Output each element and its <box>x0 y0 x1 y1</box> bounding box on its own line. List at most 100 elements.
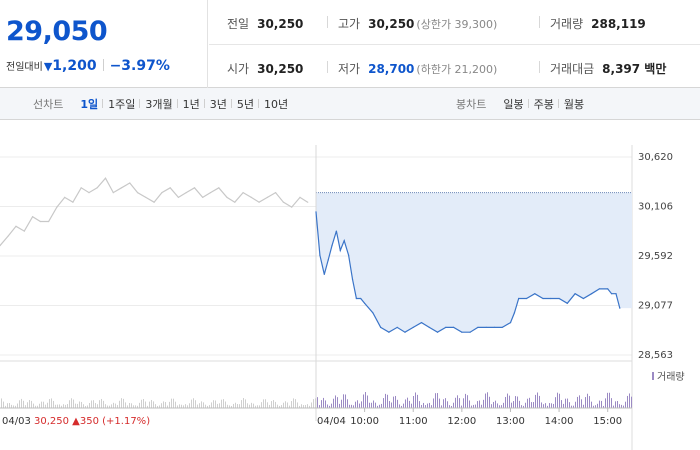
volume-bar <box>531 402 532 408</box>
volume-bar <box>507 393 508 408</box>
volume-bar <box>157 405 158 408</box>
volume-bar <box>615 401 616 408</box>
volume-bar <box>453 402 454 408</box>
volume-bar <box>559 393 560 408</box>
volume-bar <box>13 405 14 408</box>
y-tick-label: 29,077 <box>638 301 673 312</box>
price-point <box>335 230 337 232</box>
volume-bar <box>449 405 450 408</box>
change-label: 전일대비 <box>6 62 43 73</box>
candle-chart-periods: 봉차트 일봉 주봉 월봉 <box>456 88 589 120</box>
volume-bar <box>19 400 20 408</box>
price-point <box>226 196 228 198</box>
volume-bar <box>533 402 534 408</box>
volume-bar <box>285 401 286 408</box>
volume-bar <box>165 402 166 408</box>
volume-bar <box>561 400 562 408</box>
volume-bar <box>551 403 552 408</box>
period-1y[interactable]: 1년 <box>176 96 205 112</box>
volume-bar <box>519 400 520 408</box>
price-point <box>445 326 447 328</box>
candle-monthly[interactable]: 월봉 <box>557 96 589 112</box>
price-point <box>412 326 414 328</box>
volume-bar <box>281 405 282 408</box>
volume-bar <box>15 405 16 408</box>
volume-bar <box>567 398 568 408</box>
volume-bar <box>265 399 266 408</box>
volume-bar <box>463 398 464 408</box>
volume-bar <box>83 404 84 408</box>
volume-bar <box>423 402 424 408</box>
price-point <box>339 249 341 251</box>
volume-bar <box>243 398 244 408</box>
volume-bar <box>357 400 358 408</box>
period-5y[interactable]: 5년 <box>230 96 259 112</box>
volume-bar <box>139 402 140 408</box>
volume-bar <box>349 404 350 408</box>
chart-canvas[interactable]: 30,620 30,106 29,592 29,077 28,563 거래량 04/03 04… <box>0 121 700 450</box>
candle-chart-label: 봉차트 <box>456 98 487 111</box>
volume-bar <box>455 397 456 408</box>
volume-bar <box>23 400 24 408</box>
volume-bar <box>289 405 290 408</box>
stock-summary-panel: 29,050 전일대비▼1,200 −3.97% 전일 30,250 고가 30,25… <box>0 0 700 88</box>
volume-bar <box>187 405 188 408</box>
volume-bar <box>221 399 222 408</box>
price-point <box>574 293 576 295</box>
volume-bar <box>217 403 218 408</box>
volume-bar <box>301 404 302 408</box>
candle-daily[interactable]: 일봉 <box>503 98 524 111</box>
price-point <box>607 288 609 290</box>
volume-bar <box>425 405 426 408</box>
volume-bar <box>75 403 76 408</box>
volume-bar <box>299 405 300 408</box>
volume-bar <box>583 404 584 408</box>
volume-bar <box>91 400 92 408</box>
price-point <box>485 326 487 328</box>
volume-bar <box>383 398 384 408</box>
price-point <box>380 326 382 328</box>
period-3y[interactable]: 3년 <box>203 96 232 112</box>
price-point <box>501 326 503 328</box>
volume-bar <box>579 395 580 408</box>
volume-bar <box>473 404 474 408</box>
stat-open: 시가 30,250 <box>227 60 303 77</box>
volume-bar <box>619 404 620 408</box>
price-point <box>566 302 568 304</box>
period-selector-bar: 선차트 1일 1주일 3개월 1년 3년 5년 10년 봉차트 일봉 주봉 월봉 <box>0 88 700 120</box>
volume-bar <box>397 399 398 408</box>
price-point <box>327 259 329 261</box>
period-1w[interactable]: 1주일 <box>102 96 140 112</box>
candle-weekly[interactable]: 주봉 <box>527 96 559 112</box>
volume-bar <box>313 399 314 408</box>
volume-bar <box>321 400 322 408</box>
volume-bar <box>421 404 422 408</box>
volume-bar <box>53 400 54 408</box>
y-tick-label: 29,592 <box>638 251 673 262</box>
price-chart[interactable]: 30,620 30,106 29,592 29,077 28,563 거래량 04/03 04… <box>0 121 700 450</box>
volume-bar <box>305 404 306 408</box>
volume-bar <box>577 396 578 408</box>
volume-bar <box>617 401 618 408</box>
price-point <box>161 192 163 194</box>
volume-bar <box>597 403 598 408</box>
volume-bar <box>61 405 62 408</box>
volume-bar <box>73 399 74 408</box>
price-point <box>348 254 350 256</box>
y-tick-label: 30,620 <box>638 152 673 163</box>
period-1d[interactable]: 1일 <box>80 98 99 111</box>
upper-limit: (상한가 39,300) <box>416 18 498 31</box>
x-tick-label: 12:00 <box>447 416 476 427</box>
volume-bar <box>377 405 378 408</box>
period-3m[interactable]: 3개월 <box>139 96 177 112</box>
period-10y[interactable]: 10년 <box>258 96 293 112</box>
volume-bar <box>229 405 230 408</box>
volume-bar <box>161 403 162 408</box>
volume-bar <box>107 405 108 408</box>
price-point <box>388 331 390 333</box>
volume-bar <box>545 403 546 408</box>
volume-bar <box>245 399 246 408</box>
volume-bar <box>543 404 544 408</box>
price-point <box>436 331 439 333</box>
price-point <box>275 192 277 194</box>
